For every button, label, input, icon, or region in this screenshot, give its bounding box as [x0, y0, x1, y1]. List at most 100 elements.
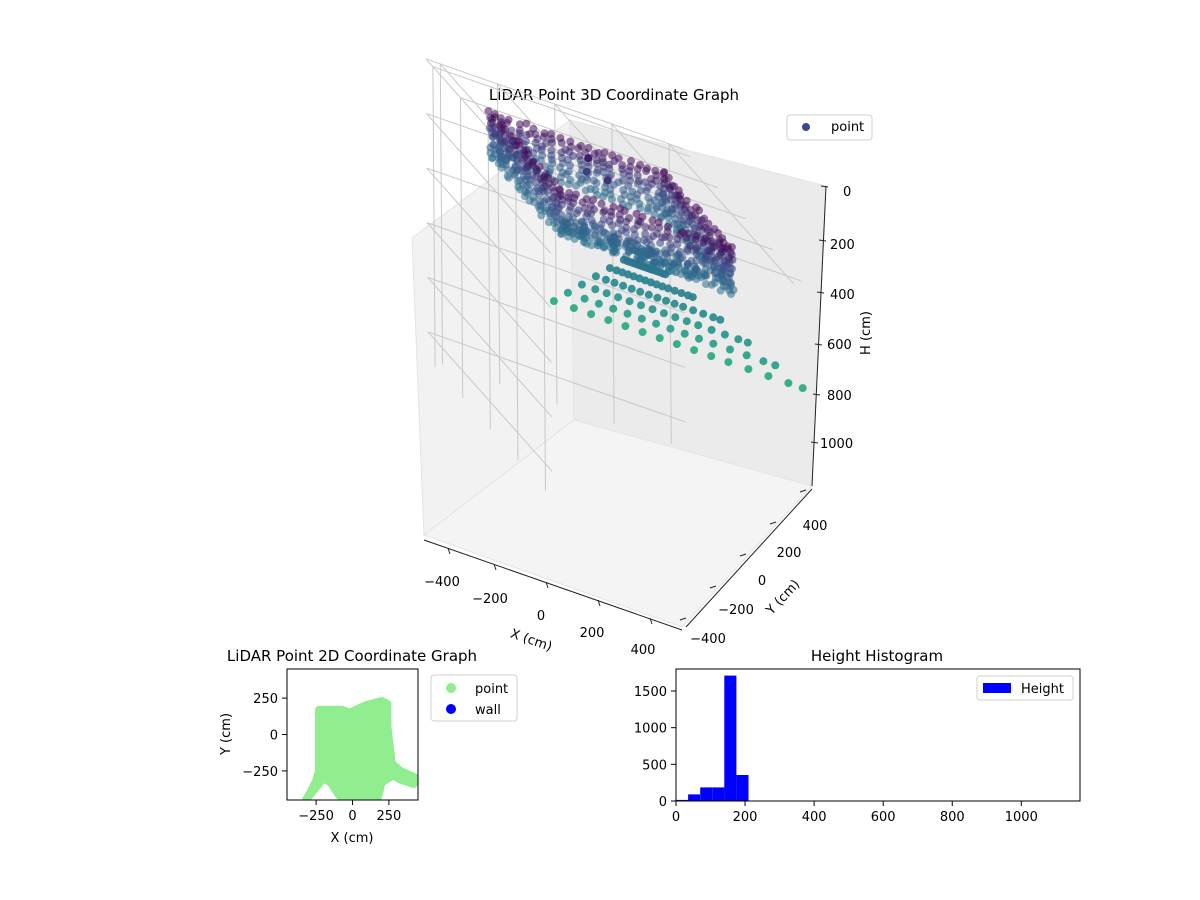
x-tick-label: 400	[631, 643, 656, 658]
y-ticks-3d: −400 −200 0 200 400	[679, 489, 827, 647]
data-point	[599, 228, 608, 236]
data-point	[512, 151, 521, 159]
data-point	[618, 161, 627, 170]
grid-line	[554, 103, 558, 405]
grid-line	[515, 159, 519, 461]
data-point	[716, 286, 725, 295]
data-point	[640, 253, 649, 262]
data-point	[526, 129, 534, 138]
data-point	[771, 361, 780, 370]
data-point	[662, 296, 670, 305]
data-point	[572, 219, 581, 228]
grid-line	[426, 222, 552, 363]
data-point	[574, 206, 583, 215]
data-point	[522, 119, 531, 128]
data-point	[709, 262, 718, 271]
data-point	[622, 252, 631, 261]
data-point	[566, 137, 575, 146]
grid-line	[432, 66, 436, 368]
data-point	[610, 157, 619, 166]
data-point	[627, 156, 635, 165]
data-point	[580, 204, 589, 213]
data-point	[720, 330, 729, 339]
data-point	[610, 278, 619, 287]
data-point	[659, 169, 668, 178]
legend-marker-point	[802, 123, 810, 131]
data-point	[617, 195, 625, 204]
data-point	[558, 221, 567, 230]
data-point	[643, 164, 651, 173]
data-point	[678, 228, 686, 237]
data-point	[652, 202, 661, 211]
x-tick-label: 0	[672, 810, 680, 825]
data-point	[677, 289, 686, 298]
data-point	[502, 137, 511, 146]
data-point	[640, 235, 648, 244]
data-point	[501, 125, 510, 134]
data-point	[666, 240, 675, 249]
data-point	[605, 264, 614, 273]
data-point	[511, 162, 520, 171]
data-point	[597, 220, 606, 229]
data-point	[764, 372, 773, 381]
data-point	[652, 319, 661, 328]
data-point	[694, 321, 703, 330]
data-point	[632, 209, 641, 218]
ticks-2d: −250 0 250 −250 0 250	[242, 692, 401, 824]
data-point	[742, 351, 751, 360]
data-point	[621, 322, 630, 331]
data-point	[595, 237, 603, 245]
data-point	[644, 183, 653, 192]
chart-3d-title: LiDAR Point 3D Coordinate Graph	[489, 86, 739, 104]
x-tick-label: 400	[802, 810, 827, 825]
data-point	[553, 205, 562, 214]
z-axis-label-3d: H (cm)	[859, 311, 874, 355]
data-point	[490, 113, 499, 122]
histogram-bar	[736, 775, 749, 801]
data-point	[619, 176, 627, 185]
data-point	[586, 201, 595, 210]
scatter-2d-area	[301, 697, 418, 800]
data-point	[716, 315, 725, 324]
data-point	[798, 384, 807, 393]
chart-2d-title: LiDAR Point 2D Coordinate Graph	[227, 647, 477, 665]
data-point	[590, 226, 599, 235]
data-point	[591, 186, 600, 194]
histogram-bar	[712, 787, 725, 801]
data-point	[654, 218, 663, 227]
data-point	[647, 175, 656, 184]
data-point	[587, 216, 596, 225]
data-point	[619, 281, 628, 290]
data-point	[724, 358, 733, 367]
data-point	[650, 196, 659, 205]
data-point	[670, 299, 679, 308]
data-point	[587, 310, 596, 319]
data-point	[600, 206, 609, 215]
data-point	[729, 286, 738, 294]
data-point	[548, 183, 557, 192]
z-tick-label: 800	[827, 389, 852, 404]
data-point	[609, 180, 618, 189]
grid-line	[427, 222, 685, 314]
data-point	[648, 223, 656, 232]
data-point	[784, 379, 793, 388]
data-point	[660, 257, 669, 266]
data-point	[570, 234, 579, 243]
data-point	[566, 176, 575, 184]
data-point	[581, 227, 590, 236]
data-point	[549, 297, 558, 306]
data-point	[690, 346, 699, 355]
data-point	[699, 258, 708, 267]
histogram-bar	[676, 799, 689, 801]
data-point	[682, 317, 691, 326]
data-point	[602, 289, 611, 298]
x-tick-label: −400	[424, 575, 460, 590]
data-point	[678, 253, 687, 262]
data-point	[718, 275, 727, 284]
data-point	[607, 207, 616, 216]
data-point	[577, 280, 586, 289]
data-point	[709, 313, 718, 322]
legend-marker-wall	[446, 704, 456, 714]
data-point	[557, 148, 566, 157]
data-point	[682, 196, 691, 205]
